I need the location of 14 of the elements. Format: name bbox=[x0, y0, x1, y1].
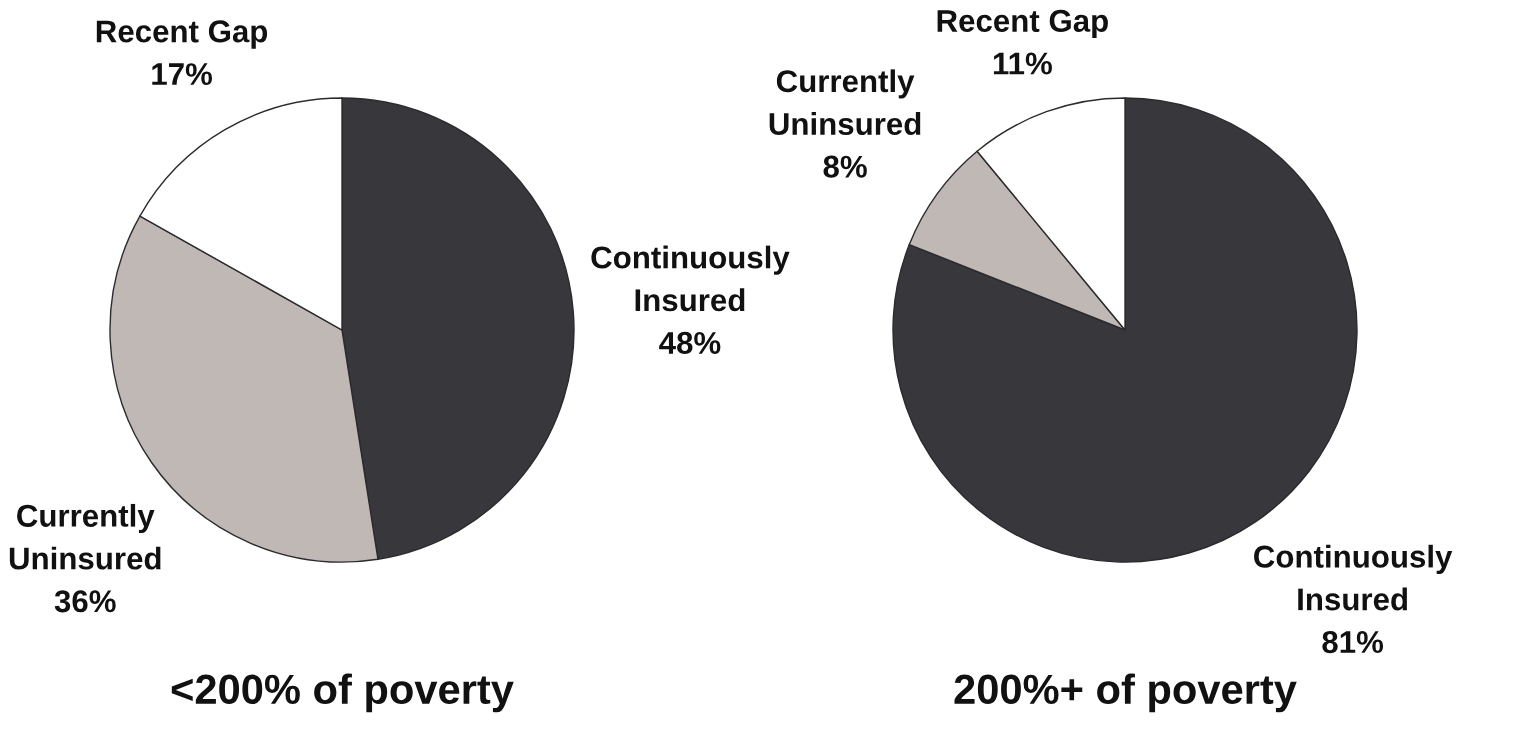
slice-label: Recent Gap bbox=[96, 20, 268, 49]
text: 200%+ of poverty bbox=[954, 673, 1297, 713]
data-label: 48% bbox=[659, 331, 721, 354]
data-label: 36% bbox=[54, 590, 116, 613]
slice-label: Continuously Insured bbox=[591, 245, 790, 312]
slice-label: Recent Gap bbox=[937, 9, 1108, 39]
slice-label: Currently Uninsured bbox=[9, 503, 161, 570]
data-label: 17% bbox=[152, 63, 213, 86]
data-label: 81% bbox=[1322, 631, 1384, 654]
data-label: 11% bbox=[993, 52, 1052, 75]
slice-label: Currently Uninsured bbox=[769, 69, 921, 136]
text: <200% of poverty bbox=[171, 673, 514, 713]
slice-label: Continuously Insured bbox=[1254, 544, 1453, 611]
data-label: 8% bbox=[823, 155, 867, 178]
